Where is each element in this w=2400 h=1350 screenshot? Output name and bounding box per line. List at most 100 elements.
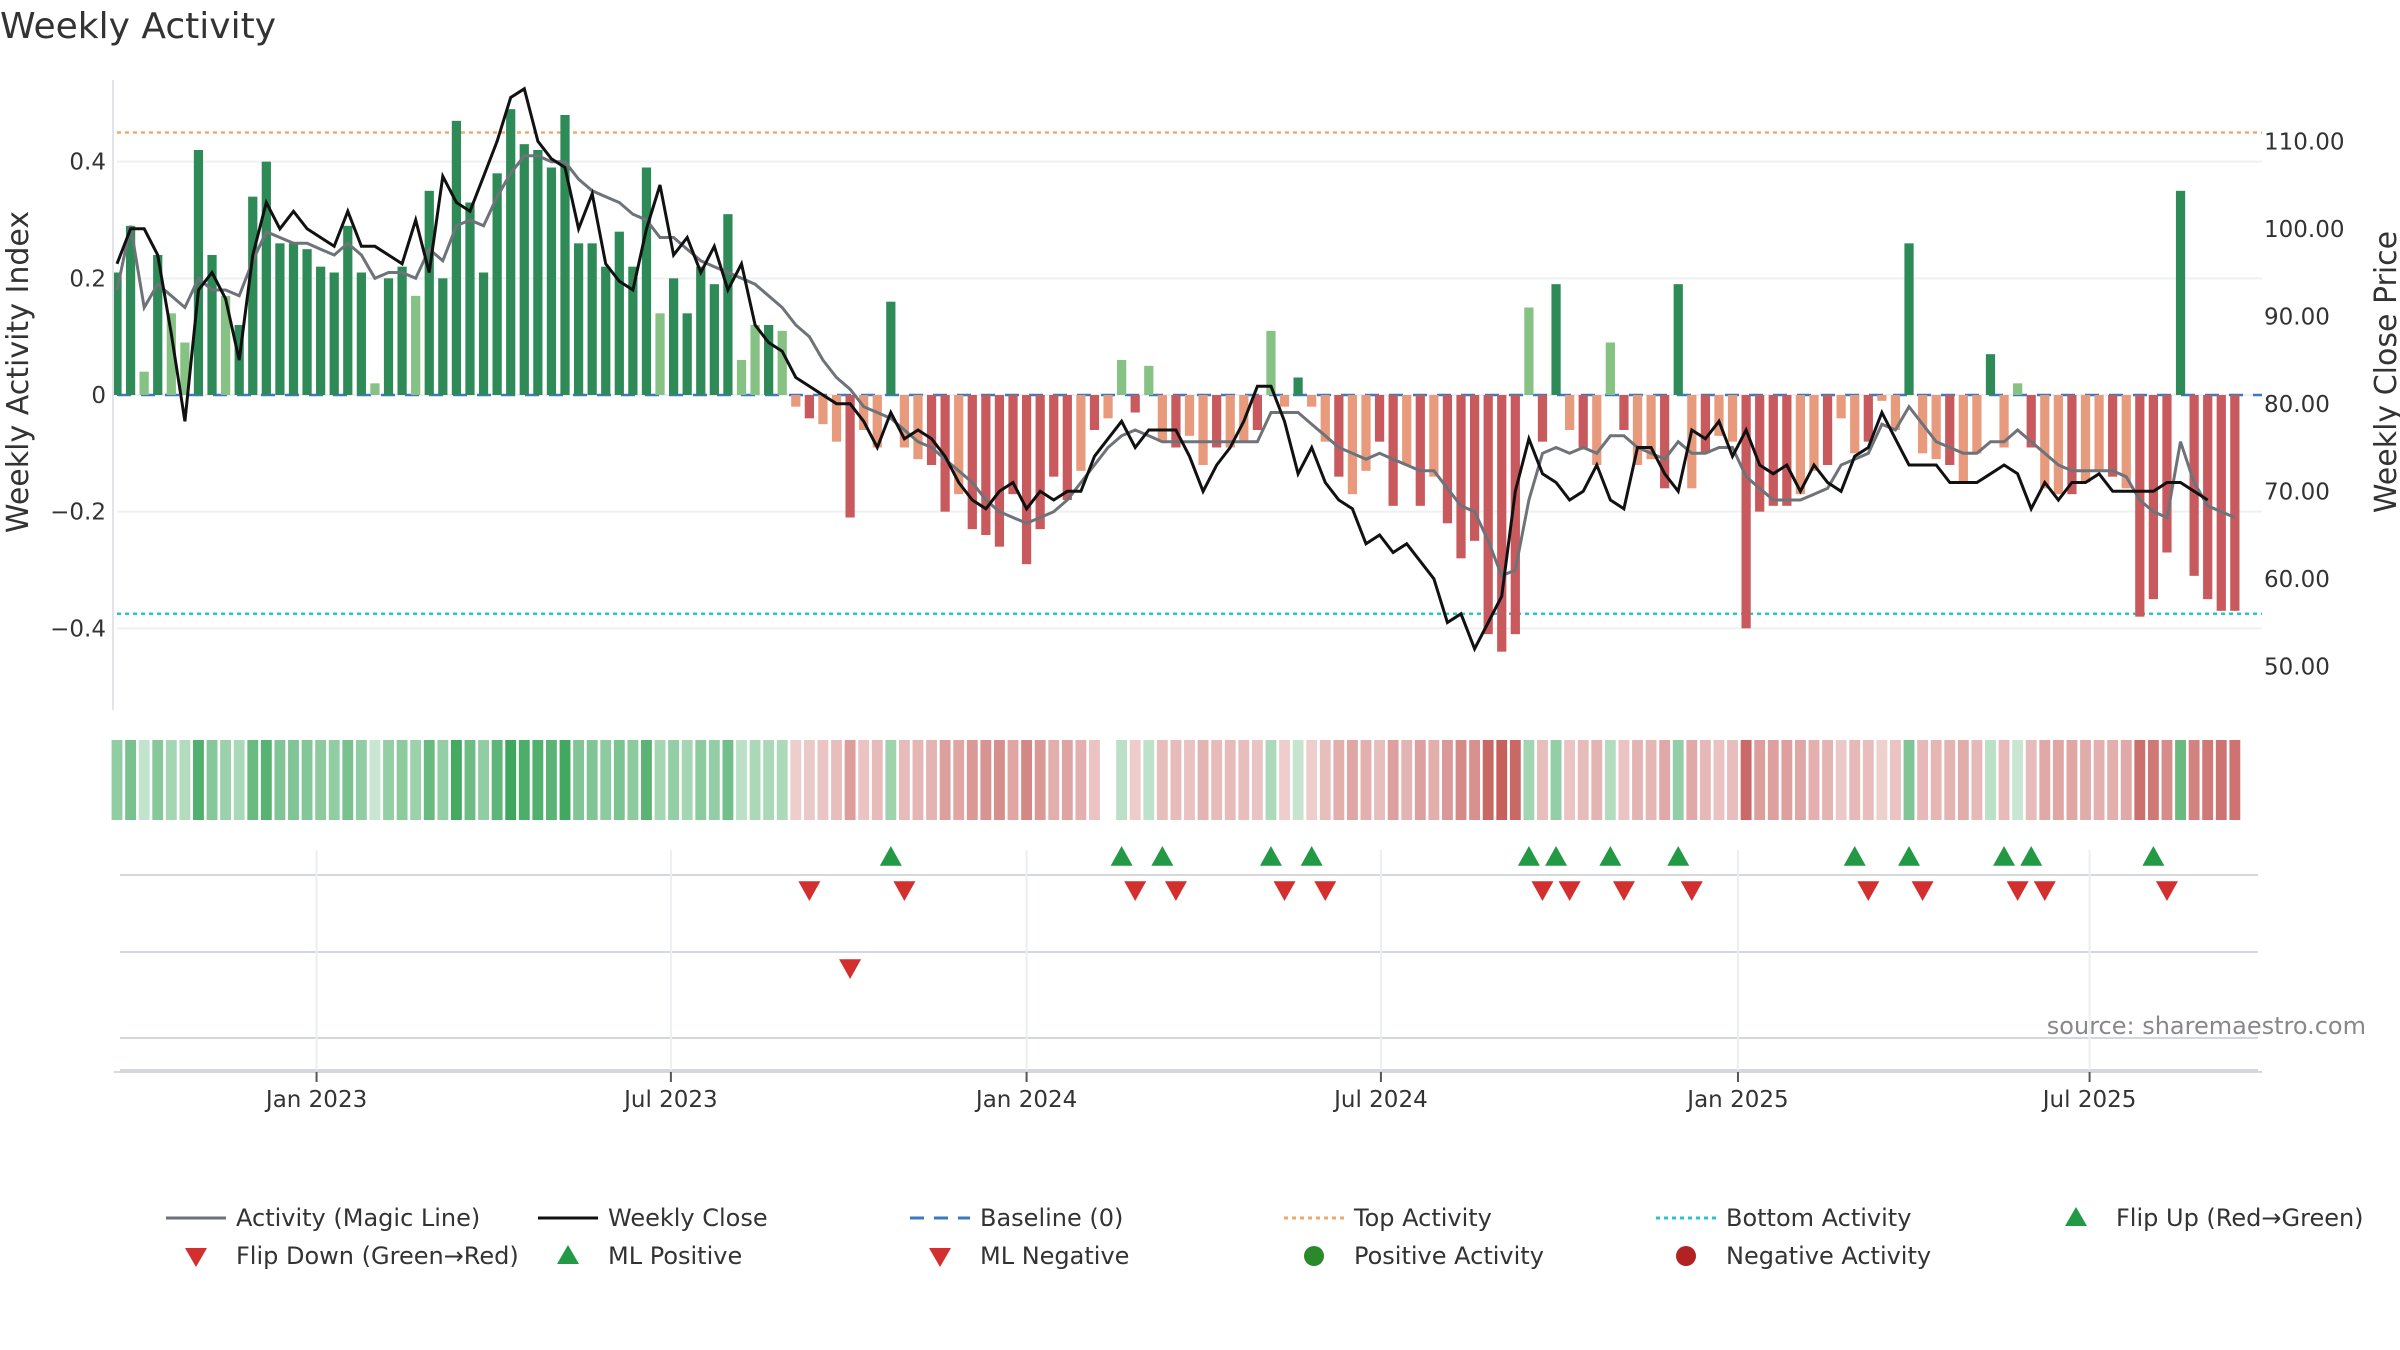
activity-bar bbox=[1279, 395, 1290, 407]
flip-down-marker bbox=[2006, 881, 2029, 901]
heatmap-cell bbox=[2052, 740, 2064, 820]
legend-label: Flip Up (Red→Green) bbox=[2116, 1204, 2364, 1232]
flip-up-marker bbox=[1259, 846, 1282, 866]
activity-bar bbox=[1252, 395, 1262, 430]
activity-bar bbox=[411, 295, 421, 395]
heatmap-cell bbox=[1998, 740, 2010, 820]
legend-item: ML Negative bbox=[929, 1242, 1129, 1270]
heatmap-cell bbox=[546, 740, 557, 820]
heatmap-cell bbox=[1496, 740, 1508, 820]
chart-title: Weekly Activity bbox=[0, 6, 277, 47]
activity-bar bbox=[1931, 395, 1941, 460]
heatmap-cell bbox=[2093, 740, 2105, 820]
activity-bar bbox=[1429, 395, 1439, 477]
activity-bar bbox=[1782, 395, 1792, 506]
activity-bar bbox=[1632, 395, 1643, 465]
activity-bar bbox=[1985, 354, 1996, 395]
activity-bar bbox=[926, 395, 937, 465]
activity-bar bbox=[506, 109, 516, 396]
heatmap-cell bbox=[776, 740, 788, 820]
activity-bar bbox=[1822, 395, 1833, 465]
activity-bar bbox=[696, 266, 706, 395]
heatmap-cell bbox=[966, 740, 978, 820]
heatmap-cell bbox=[1075, 740, 1087, 820]
activity-bar bbox=[560, 115, 570, 395]
heatmap-cell bbox=[1116, 740, 1128, 820]
heatmap-cell bbox=[111, 740, 123, 820]
heatmap-cell bbox=[953, 740, 965, 820]
activity-bar bbox=[1144, 365, 1154, 395]
activity-bar bbox=[872, 395, 882, 448]
right-tick-label: 80.00 bbox=[2264, 392, 2330, 418]
activity-bar bbox=[1497, 395, 1507, 652]
activity-bar bbox=[682, 313, 692, 395]
heatmap-cell bbox=[1143, 740, 1155, 820]
legend-label: Flip Down (Green→Red) bbox=[236, 1242, 519, 1270]
activity-bar bbox=[2162, 395, 2172, 553]
heatmap-cell bbox=[1564, 740, 1576, 820]
heatmap-cell bbox=[1699, 740, 1711, 820]
activity-bar bbox=[2175, 190, 2186, 395]
heatmap-cell bbox=[138, 740, 150, 820]
heatmap-cell bbox=[2161, 740, 2173, 820]
heatmap-cell bbox=[1713, 740, 1725, 820]
heatmap-cell bbox=[1401, 740, 1413, 820]
heatmap-cell bbox=[1550, 740, 1562, 820]
heatmap-cell bbox=[2025, 740, 2037, 820]
activity-bar bbox=[112, 272, 122, 395]
heatmap-cell bbox=[1835, 740, 1847, 820]
line-series bbox=[115, 86, 2236, 653]
activity-bar bbox=[668, 278, 679, 395]
flip-down-marker bbox=[1680, 881, 1703, 901]
heatmap-cell bbox=[1224, 740, 1236, 820]
right-tick-label: 110.00 bbox=[2264, 129, 2344, 155]
heatmap-cell bbox=[206, 740, 218, 820]
legend-label: ML Negative bbox=[980, 1242, 1129, 1270]
flip-down-marker bbox=[1531, 881, 1554, 901]
activity-bar bbox=[1890, 395, 1901, 430]
activity-bar bbox=[1795, 395, 1806, 495]
heatmap-cell bbox=[383, 740, 394, 820]
activity-bar bbox=[153, 255, 163, 395]
activity-bar bbox=[709, 284, 719, 395]
activity-bar bbox=[859, 395, 869, 430]
activity-bar bbox=[2108, 395, 2118, 477]
flip-up-marker bbox=[1545, 846, 1568, 866]
heatmap-cell bbox=[994, 740, 1005, 820]
heatmap-cell bbox=[315, 740, 327, 820]
activity-bar bbox=[1619, 395, 1629, 430]
activity-bar bbox=[1510, 395, 1520, 635]
heatmap-cell bbox=[328, 740, 340, 820]
activity-bar bbox=[2094, 395, 2104, 471]
heatmap-cell bbox=[1374, 740, 1385, 820]
activity-bar bbox=[2230, 395, 2240, 611]
heatmap-cell bbox=[1686, 740, 1698, 820]
legend-label: ML Positive bbox=[608, 1242, 742, 1270]
activity-bar bbox=[1157, 395, 1167, 442]
flip-up-marker bbox=[2142, 846, 2165, 866]
activity-bar bbox=[2040, 395, 2050, 489]
legend-item: Weekly Close bbox=[538, 1204, 768, 1232]
activity-bar bbox=[1062, 395, 1072, 500]
heatmap-cell bbox=[573, 740, 585, 820]
x-tick-label: Jan 2024 bbox=[974, 1087, 1077, 1113]
heatmap-cell bbox=[1890, 740, 1901, 820]
activity-bar bbox=[316, 266, 326, 395]
activity-bar bbox=[1741, 395, 1751, 629]
activity-bar bbox=[546, 167, 557, 395]
activity-bar bbox=[994, 395, 1005, 547]
heatmap-cell bbox=[1007, 740, 1019, 820]
legend-label: Activity (Magic Line) bbox=[236, 1204, 480, 1232]
activity-bar bbox=[1347, 395, 1358, 495]
activity-bar bbox=[1049, 395, 1059, 477]
activity-bar bbox=[1850, 395, 1860, 454]
activity-bar bbox=[2216, 395, 2226, 611]
flip-up-marker bbox=[879, 846, 902, 866]
right-tick-label: 70.00 bbox=[2264, 479, 2330, 505]
heatmap-cell bbox=[1306, 740, 1318, 820]
activity-bar bbox=[1958, 395, 1968, 483]
heatmap-cell bbox=[1604, 740, 1616, 820]
activity-bar bbox=[1021, 395, 1032, 565]
heatmap-cell bbox=[152, 740, 164, 820]
